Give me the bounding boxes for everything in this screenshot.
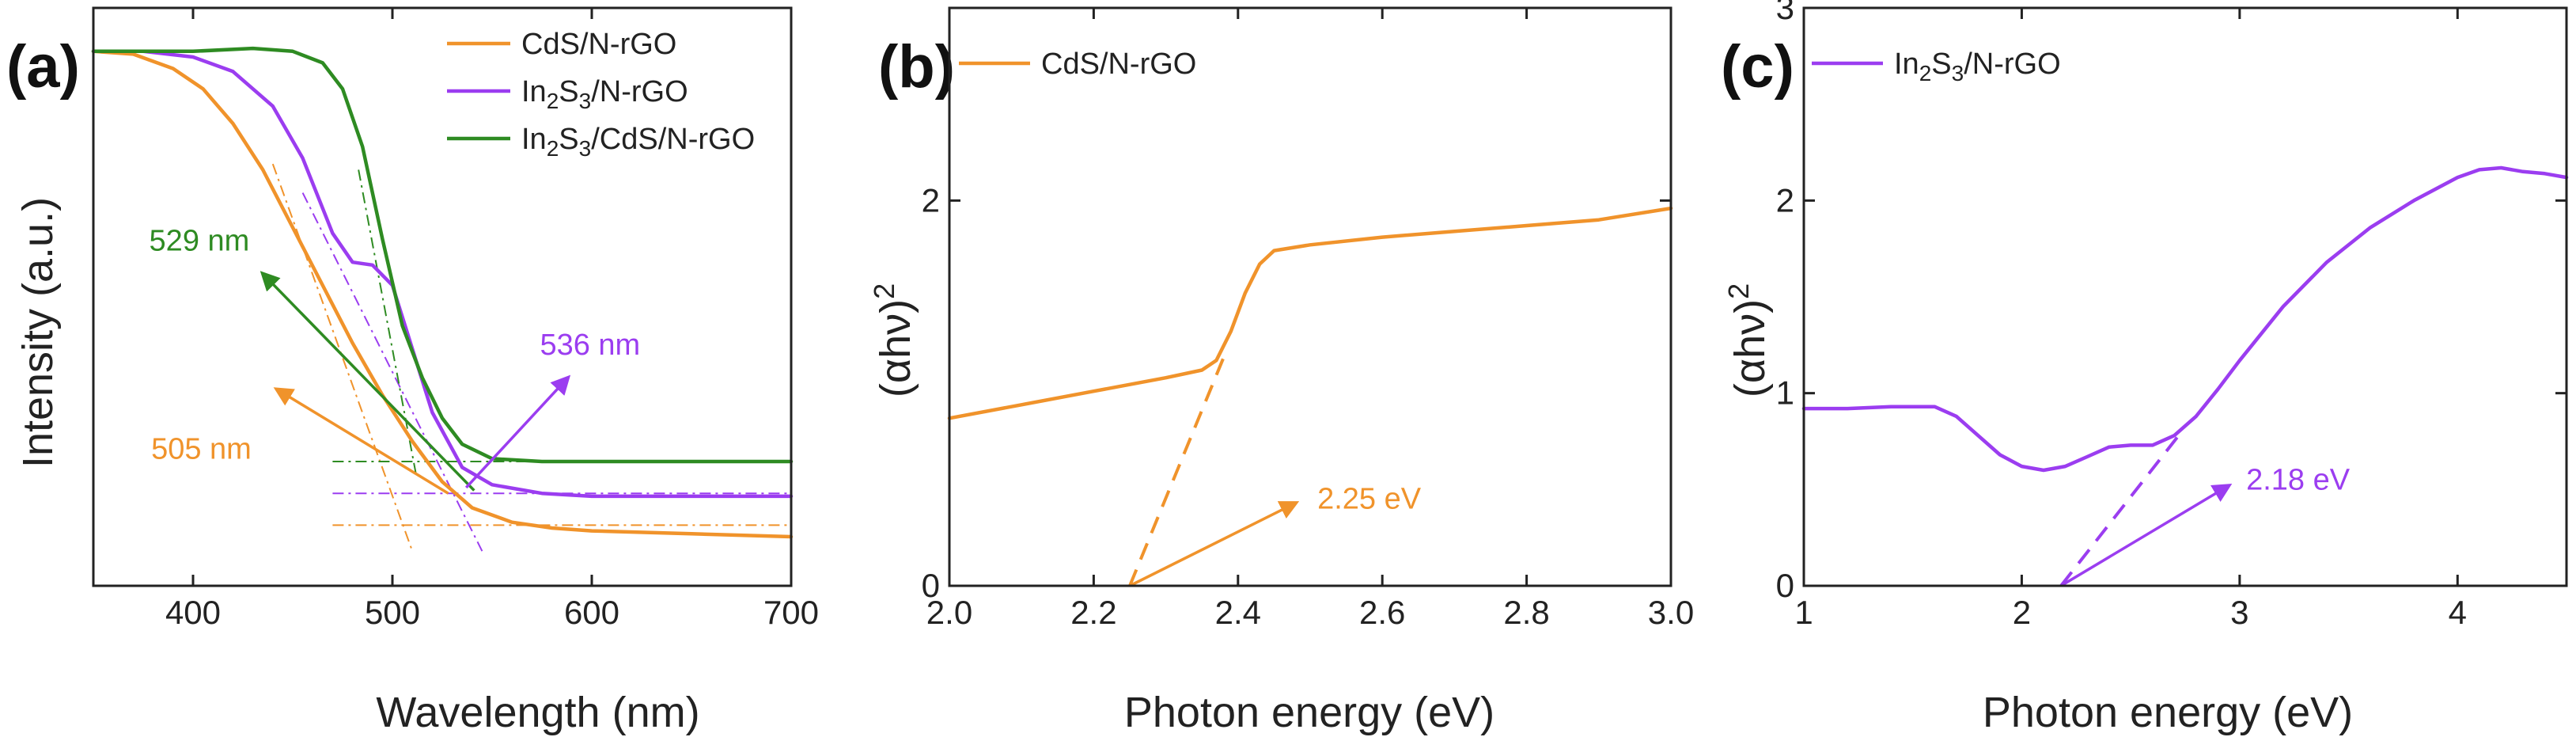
- annotation-label-in2s3-0: 2.18 eV: [2246, 463, 2351, 496]
- panel-a: (a) Intensity (a.u.) Wavelength (nm) 529…: [6, 6, 819, 736]
- y-axis-title-b-main: (αhν): [872, 299, 919, 397]
- legend-label-run: 3: [1952, 61, 1964, 85]
- plot-area-a: 529 nm 536 nm 505 nm 400 500 600 700 CdS/N-rGO I…: [91, 6, 819, 631]
- x-tick-label: 2.0: [926, 594, 972, 631]
- legend-label-in2s3: In2S3/N-rGO: [1894, 47, 2061, 85]
- x-tick-label: 3.0: [1648, 594, 1694, 631]
- legend-label-run: /N-rGO: [591, 75, 688, 108]
- y-tick-label: 1: [1776, 374, 1794, 412]
- annotation-label-cds-2: 505 nm: [151, 432, 252, 465]
- x-tick-label: 2.2: [1070, 594, 1116, 631]
- legend-label-run: In: [521, 123, 547, 156]
- annotation-arrow-cds-0: [1129, 501, 1300, 587]
- y-tick-label: 2: [922, 181, 940, 218]
- panel-label-b: (b): [878, 33, 955, 101]
- x-tick-label: 3: [2230, 594, 2248, 631]
- annotation-arrow-in2s3-0: [2060, 483, 2233, 587]
- legend-label-run: 2: [547, 136, 559, 161]
- annotation-arrow-cds-2: [273, 387, 449, 495]
- plot-frame: [92, 6, 793, 587]
- annotation-arrow-in2s3-1: [464, 374, 571, 489]
- panel-label-a: (a): [6, 33, 80, 101]
- series-line-cds: [91, 49, 794, 539]
- legend-label-run: /N-rGO: [1964, 47, 2060, 81]
- x-tick-label: 4: [2449, 594, 2467, 631]
- x-tick-label: 500: [365, 594, 420, 631]
- panel-b: (b) (αhν)2 Photon energy (eV) 2.25 eV2.0…: [868, 6, 1694, 736]
- legend-label-run: In: [1894, 47, 1919, 81]
- legend-label-run: 2: [547, 89, 559, 113]
- x-tick-label: 600: [564, 594, 619, 631]
- x-tick-label: 700: [763, 594, 819, 631]
- y-axis-title-b-sup: 2: [868, 283, 900, 299]
- y-axis-title-c-sup: 2: [1722, 283, 1755, 299]
- y-axis-title-a: Intensity (a.u.): [14, 197, 62, 468]
- y-axis-title-c-main: (αhν): [1726, 299, 1774, 397]
- series-line-cds: [947, 206, 1673, 420]
- legend-label-run: /CdS/N-rGO: [591, 123, 755, 156]
- y-tick-label: 2: [1776, 181, 1794, 218]
- plot-frame: [948, 6, 1673, 587]
- annotation-label-composite-0: 529 nm: [150, 225, 250, 258]
- legend-label-run: In: [521, 75, 547, 108]
- legend-label-run: 3: [579, 136, 592, 161]
- legend-label-run: S: [559, 123, 578, 156]
- legend-label-in2s3: In2S3/N-rGO: [521, 75, 688, 113]
- series-line-in2s3: [91, 49, 794, 499]
- plot-frame: [1802, 6, 2568, 587]
- annotation-label-cds-0: 2.25 eV: [1317, 483, 1422, 516]
- y-tick-label: 0: [922, 567, 940, 604]
- y-axis-title-b: (αhν)2: [868, 283, 919, 397]
- series-line-composite: [91, 46, 794, 464]
- y-tick-label: 3: [1776, 0, 1794, 26]
- x-axis-title-a: Wavelength (nm): [376, 689, 699, 736]
- plot-area-b: 2.25 eV 2.0 2.2 2.4 2.6 2.8 3.0 0 2 CdS/N-rGO: [922, 6, 1694, 631]
- series-line-in2s3: [1801, 165, 2569, 473]
- legend-label-cds: CdS/N-rGO: [521, 28, 676, 61]
- tangent-line-in2s3-2: [301, 192, 483, 552]
- legend-label-run: S: [1931, 47, 1951, 81]
- x-tick-label: 2.4: [1215, 594, 1261, 631]
- legend-label-run: 2: [1919, 61, 1932, 85]
- x-tick-label: 1: [1794, 594, 1813, 631]
- x-tick-label: 2.8: [1503, 594, 1549, 631]
- legend-label-run: 3: [579, 89, 592, 113]
- x-tick-label: 400: [165, 594, 221, 631]
- legend-label-composite: In2S3/CdS/N-rGO: [521, 123, 755, 161]
- legend-label-run: S: [559, 75, 578, 108]
- tangent-line-cds-0: [1128, 348, 1229, 587]
- x-axis-title-b: Photon energy (eV): [1124, 689, 1494, 736]
- x-tick-label: 2.6: [1359, 594, 1405, 631]
- legend-label-cds: CdS/N-rGO: [1041, 47, 1196, 81]
- x-axis-title-c: Photon energy (eV): [1983, 689, 2353, 736]
- tangent-line-composite-4: [358, 169, 418, 477]
- annotation-arrow-composite-0: [259, 271, 475, 492]
- x-tick-label: 2: [2013, 594, 2031, 631]
- panel-c: (c) (αhν)2 Photon energy (eV) 2.18 eV1 2 3…: [1721, 0, 2569, 736]
- annotation-label-in2s3-1: 536 nm: [540, 329, 640, 362]
- panel-label-c: (c): [1721, 33, 1794, 101]
- tangent-line-in2s3-0: [2059, 434, 2180, 587]
- y-tick-label: 0: [1776, 567, 1794, 604]
- y-axis-title-c: (αhν)2: [1722, 283, 1774, 397]
